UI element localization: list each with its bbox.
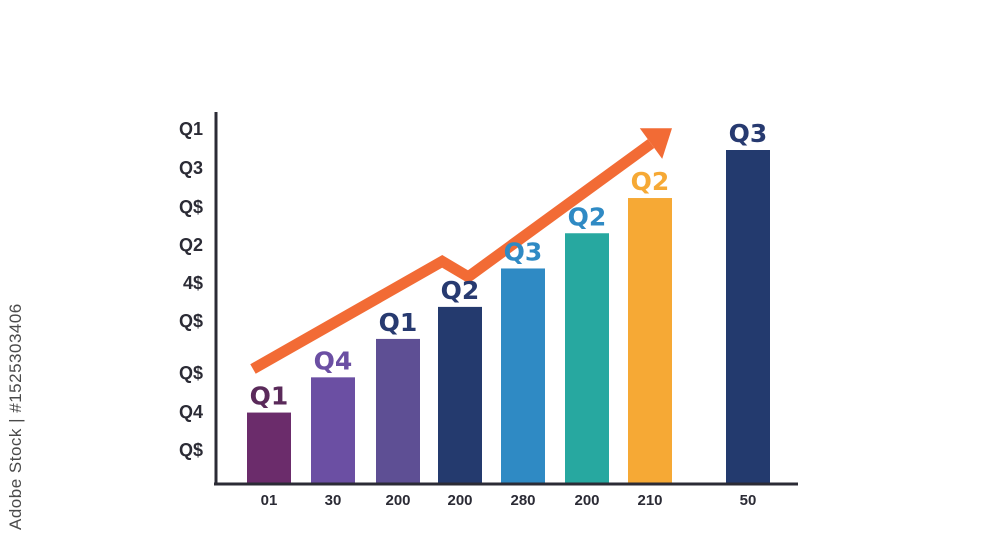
data-label: Q4 <box>314 346 353 375</box>
stock-id-watermark: Adobe Stock | #1525303406 <box>6 303 25 530</box>
x-tick-label: 200 <box>385 492 410 509</box>
bar <box>311 377 355 483</box>
bar <box>247 412 291 483</box>
data-label: Q2 <box>441 276 480 305</box>
trend-arrow <box>250 128 672 374</box>
data-label: Q3 <box>729 119 768 148</box>
y-tick-label: 4$ <box>183 273 203 293</box>
bars <box>247 150 770 483</box>
bar <box>565 233 609 483</box>
x-tick-label: 01 <box>261 492 278 509</box>
trend-arrow-shaft <box>250 139 655 374</box>
data-label: Q2 <box>568 202 607 231</box>
bar <box>726 150 770 483</box>
data-labels: Q1 Q4 Q1 Q2 Q3 Q2 Q2 Q3 <box>250 119 768 411</box>
y-tick-label: Q4 <box>179 402 203 422</box>
y-tick-label: Q2 <box>179 235 203 255</box>
bar <box>501 268 545 483</box>
x-tick-label: 200 <box>447 492 472 509</box>
y-tick-label: Q$ <box>179 363 203 383</box>
y-tick-labels: Q$ Q4 Q$ Q$ 4$ Q2 Q$ Q3 Q1 <box>179 119 203 460</box>
y-tick-label: Q1 <box>179 119 203 139</box>
x-tick-label: 210 <box>637 492 662 509</box>
bar <box>438 306 482 483</box>
y-tick-label: Q$ <box>179 197 203 217</box>
data-label: Q2 <box>631 167 670 196</box>
y-tick-label: Q3 <box>179 158 203 178</box>
data-label: Q1 <box>379 308 418 337</box>
y-tick-label: Q$ <box>179 311 203 331</box>
y-tick-label: Q$ <box>179 440 203 460</box>
data-label: Q1 <box>250 382 289 411</box>
x-tick-labels: 01 30 200 200 280 200 210 50 <box>261 492 757 509</box>
trend-arrow-head <box>639 128 672 159</box>
x-tick-label: 50 <box>740 492 757 509</box>
data-label: Q3 <box>504 237 543 266</box>
x-tick-label: 200 <box>574 492 599 509</box>
x-tick-label: 280 <box>510 492 535 509</box>
bar <box>376 338 420 483</box>
x-tick-label: 30 <box>325 492 342 509</box>
bar <box>628 198 672 483</box>
